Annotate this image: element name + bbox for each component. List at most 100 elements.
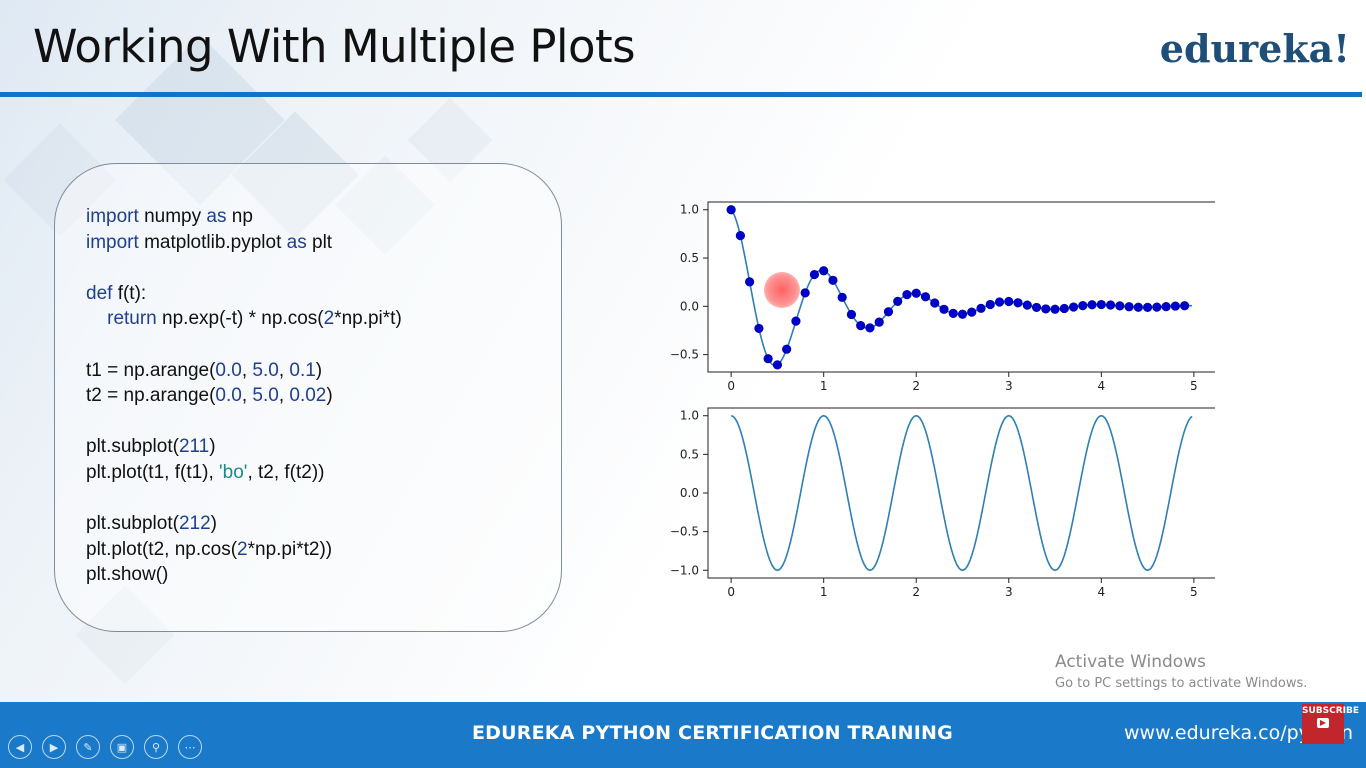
- next-icon[interactable]: ▶: [42, 735, 66, 759]
- code-line: plt.show(): [86, 562, 402, 588]
- code-token: 0.0: [215, 359, 242, 381]
- pen-icon[interactable]: ✎: [76, 735, 100, 759]
- more-icon[interactable]: ⋯: [178, 735, 202, 759]
- code-token: ): [209, 436, 216, 458]
- code-line: [86, 255, 402, 281]
- data-point: [948, 308, 958, 319]
- code-token: 2: [323, 308, 335, 330]
- data-point: [902, 290, 912, 300]
- y-tick-label: −0.5: [670, 348, 699, 362]
- data-point: [883, 307, 894, 317]
- data-point: [893, 296, 903, 306]
- y-tick-label: 0.5: [680, 251, 699, 265]
- code-token: import: [86, 206, 139, 227]
- data-point: [957, 309, 968, 319]
- code-token: f(t):: [112, 282, 147, 304]
- x-tick-label: 4: [1097, 379, 1105, 393]
- code-token: plt.show(): [86, 564, 169, 586]
- code-token: t2 = np.arange(: [86, 385, 216, 407]
- code-line: [86, 486, 402, 512]
- pointer-highlight: [764, 272, 800, 308]
- code-token: np.exp(-t) * np.cos(: [156, 308, 324, 330]
- data-point: [1161, 301, 1171, 312]
- code-token: as: [206, 206, 227, 227]
- subscribe-badge[interactable]: SUBSCRIBE ▶: [1302, 704, 1359, 744]
- data-point: [874, 317, 884, 327]
- code-token: 2: [237, 538, 248, 560]
- data-point: [994, 297, 1005, 307]
- prev-icon[interactable]: ◀: [8, 735, 32, 759]
- series-line-2: [730, 414, 1193, 572]
- code-token: import: [86, 231, 139, 253]
- data-point: [809, 269, 820, 280]
- code-token: *np.pi*t): [334, 308, 402, 330]
- code-line: t1 = np.arange(0.0, 5.0, 0.1): [86, 358, 402, 384]
- data-point: [1142, 302, 1153, 312]
- code-token: 'bo': [219, 461, 248, 483]
- footer-title: EDUREKA PYTHON CERTIFICATION TRAINING: [472, 722, 953, 744]
- data-point: [800, 288, 810, 298]
- activate-windows-watermark: Activate Windows Go to PC settings to ac…: [1055, 652, 1307, 691]
- data-point: [1013, 298, 1023, 308]
- code-token: , t2, f(t2)): [247, 461, 325, 483]
- data-point: [1170, 301, 1180, 311]
- code-token: 0.0: [215, 385, 242, 407]
- data-point: [930, 298, 940, 308]
- data-point: [985, 299, 995, 310]
- code-token: ): [326, 385, 333, 407]
- x-tick-label: 5: [1190, 585, 1198, 599]
- code-block: import numpy as np import matplotlib.pypl…: [86, 204, 402, 588]
- data-point: [939, 304, 949, 314]
- x-tick-label: 2: [912, 585, 920, 599]
- code-token: plt.subplot(: [86, 513, 179, 535]
- data-point: [819, 266, 829, 276]
- data-point: [911, 288, 921, 298]
- code-token: 5.0: [252, 385, 279, 407]
- data-point: [1105, 300, 1116, 310]
- code-token: np: [226, 206, 253, 227]
- code-line: t2 = np.arange(0.0, 5.0, 0.02): [86, 383, 402, 409]
- code-token: ,: [278, 385, 290, 407]
- y-tick-label: 0.5: [680, 447, 699, 461]
- presentation-controls: ◀ ▶ ✎ ▣ ⚲ ⋯: [8, 735, 202, 759]
- code-token: *np.pi*t2)): [247, 538, 333, 560]
- code-line: plt.plot(t2, np.cos(2*np.pi*t2)): [86, 537, 402, 563]
- code-line: [86, 409, 402, 435]
- code-line: return np.exp(-t) * np.cos(2*np.pi*t): [86, 306, 402, 332]
- data-point: [782, 344, 792, 354]
- data-point: [828, 275, 838, 285]
- data-point: [856, 320, 866, 331]
- code-token: 211: [178, 436, 210, 458]
- slides-icon[interactable]: ▣: [110, 735, 134, 759]
- data-point: [837, 292, 847, 302]
- footer-url: www.edureka.co/python: [1124, 722, 1354, 744]
- data-point: [846, 309, 857, 320]
- data-point: [754, 323, 764, 334]
- data-point: [1031, 302, 1042, 313]
- code-panel: [54, 163, 562, 632]
- data-point: [1004, 296, 1014, 307]
- data-point: [976, 303, 986, 313]
- code-token: ): [210, 513, 217, 535]
- axes-frame-2: [707, 407, 1215, 579]
- matplotlib-figure: 0 1 2 3 4 5 1.0 0.5 0.0 −0.5 0 1 2 3 4 5 1.0 0.5 0.0 −0.5 −1…: [670, 201, 1215, 599]
- activate-windows-title: Activate Windows: [1055, 652, 1206, 672]
- y-tick-label: 1.0: [680, 203, 699, 217]
- code-line: plt.subplot(212): [86, 511, 402, 537]
- code-token: plt.plot(t1, f(t1),: [86, 461, 220, 483]
- data-point: [1041, 304, 1051, 314]
- x-tick-label: 1: [820, 585, 828, 599]
- x-tick-label: 4: [1097, 585, 1105, 599]
- x-tick-label: 3: [1005, 379, 1013, 393]
- code-token: 0.1: [289, 359, 316, 381]
- x-tick-label: 3: [1005, 585, 1013, 599]
- data-point: [791, 316, 801, 326]
- code-token: numpy: [138, 206, 207, 227]
- y-tick-label: −1.0: [670, 563, 699, 577]
- data-point: [1059, 303, 1069, 314]
- code-token: plt.plot(t2, np.cos(: [86, 538, 238, 560]
- activate-windows-subtitle: Go to PC settings to activate Windows.: [1055, 676, 1308, 691]
- code-token: ,: [241, 359, 253, 381]
- zoom-icon[interactable]: ⚲: [144, 735, 168, 759]
